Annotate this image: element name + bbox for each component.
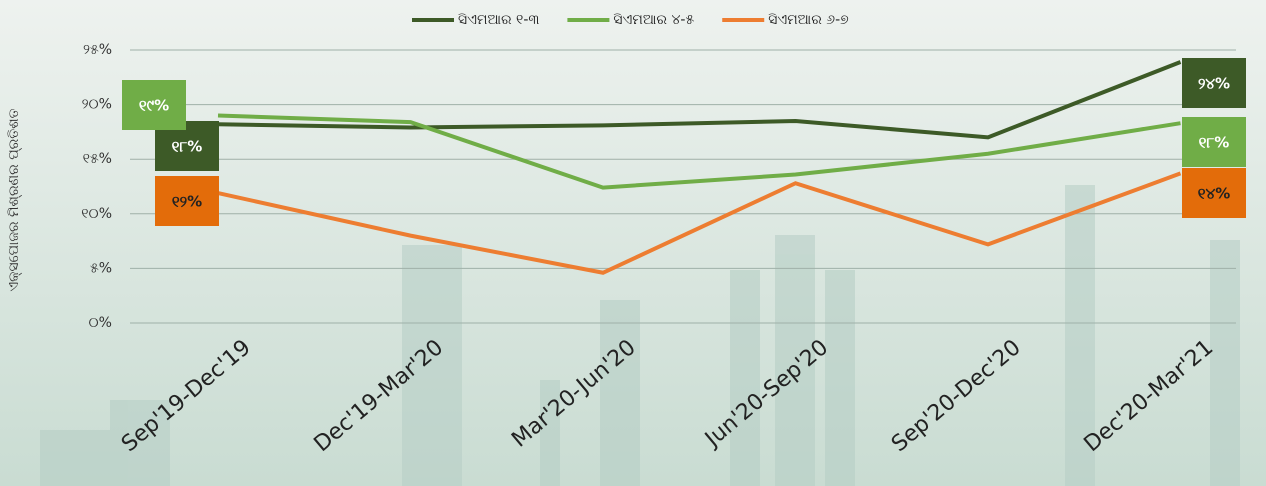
data-label: ୧୯% bbox=[122, 80, 186, 130]
y-tick-label: ୧୦% bbox=[81, 206, 112, 222]
y-tick-label: ୫% bbox=[90, 260, 112, 276]
y-tick-label: ୦% bbox=[89, 315, 112, 331]
data-label-text: ୧୮% bbox=[1199, 134, 1230, 152]
y-axis-title: ଏକ୍ସପୋଜର ମିଶ୍ରଣର ପ୍ରତିଶତ bbox=[6, 108, 22, 291]
data-label: ୧୨% bbox=[155, 176, 219, 226]
data-label: ୨୪% bbox=[1182, 58, 1246, 108]
data-label-text: ୧୪% bbox=[1198, 185, 1230, 203]
data-label-text: ୧୯% bbox=[139, 97, 169, 115]
data-label-text: ୨୪% bbox=[1198, 75, 1230, 93]
legend-label: ସିଏମଆର ୧-୩ bbox=[458, 12, 540, 28]
y-tick-label: ୧୫% bbox=[83, 151, 112, 167]
data-label-text: ୧୮% bbox=[172, 138, 203, 156]
data-label: ୧୮% bbox=[1182, 117, 1246, 167]
chart: ଏକ୍ସପୋଜର ମିଶ୍ରଣର ପ୍ରତିଶତ ୦% ୫% ୧୦% ୧୫% ୨୦% ୨୫… bbox=[0, 0, 1266, 486]
y-tick-label: ୨୦% bbox=[82, 97, 112, 113]
y-tick-label: ୨୫% bbox=[83, 42, 112, 58]
data-label-text: ୧୨% bbox=[172, 193, 202, 211]
data-label: ୧୪% bbox=[1182, 168, 1246, 218]
legend-label: ସିଏମଆର ୬-୭ bbox=[768, 12, 849, 28]
legend-label: ସିଏମଆର ୪-୫ bbox=[613, 12, 694, 28]
